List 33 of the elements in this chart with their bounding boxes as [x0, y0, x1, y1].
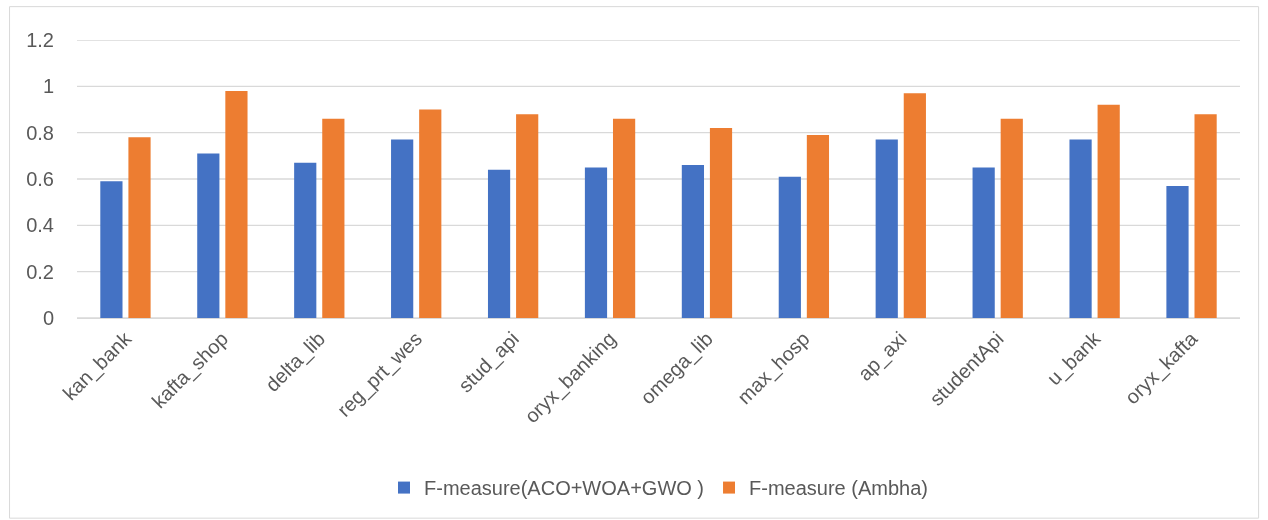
legend-label: F-measure(ACO+WOA+GWO )	[424, 477, 705, 500]
bar	[1166, 185, 1189, 318]
bar	[197, 153, 220, 318]
bar	[391, 139, 414, 318]
bar	[128, 137, 151, 318]
y-tick-label: 1.2	[26, 29, 54, 51]
legend-label: F-measure (Ambha)	[749, 477, 928, 500]
bar	[294, 162, 317, 318]
bar	[972, 167, 995, 318]
bar	[1194, 114, 1217, 318]
y-tick-label: 0.6	[26, 168, 54, 190]
bar	[778, 176, 801, 318]
bar	[1000, 118, 1023, 318]
bar	[1097, 104, 1120, 318]
y-tick-label: 0.2	[26, 260, 54, 283]
y-tick-label: 0.8	[26, 121, 54, 144]
bar	[1069, 139, 1092, 318]
y-tick-label: 0.4	[26, 214, 54, 237]
bar	[516, 114, 539, 318]
bar	[806, 134, 830, 318]
bar	[322, 118, 345, 318]
bar	[100, 181, 123, 318]
bar	[584, 167, 608, 318]
bar	[612, 118, 636, 318]
bar	[875, 139, 898, 318]
bar	[419, 109, 442, 318]
bar	[709, 128, 733, 318]
bar	[681, 165, 705, 318]
y-tick-label: 0	[42, 307, 54, 329]
bar	[487, 169, 511, 318]
bar	[225, 90, 248, 318]
y-tick-label: 1	[42, 75, 54, 98]
bar	[903, 93, 926, 318]
